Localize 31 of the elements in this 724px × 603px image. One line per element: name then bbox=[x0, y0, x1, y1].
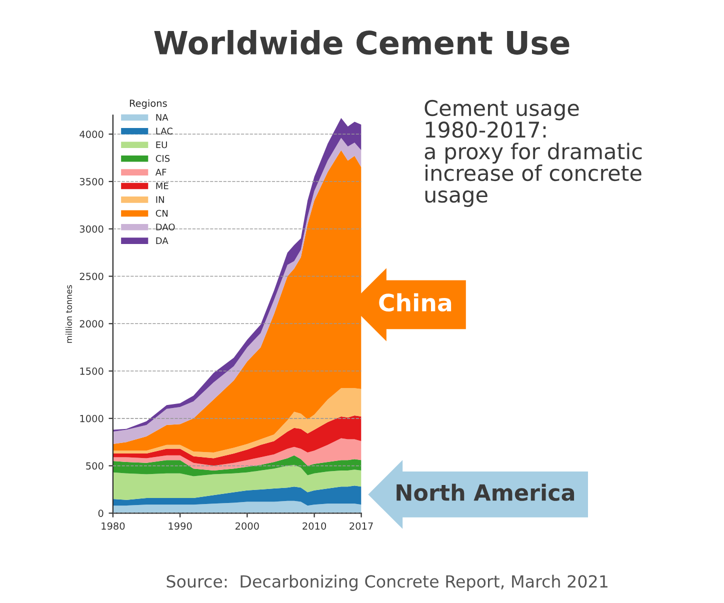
legend-label: DA bbox=[156, 237, 168, 244]
x-tick-label: 2000 bbox=[236, 522, 259, 530]
source-note: Source: Decarbonizing Concrete Report, March 2021 bbox=[166, 574, 608, 591]
y-axis-title: million tonnes bbox=[66, 285, 72, 343]
legend-label: CIS bbox=[156, 155, 170, 162]
text: Cement usage 1980-2017: a proxy for dramatic increase of concrete usage bbox=[424, 100, 642, 207]
x-tick-label: 1980 bbox=[102, 522, 125, 530]
y-tick-label: 3000 bbox=[80, 225, 104, 233]
legend-label: ME bbox=[156, 182, 168, 190]
y-tick-label: 1500 bbox=[80, 367, 104, 375]
x-tick-label: 1990 bbox=[168, 522, 192, 530]
legend-label: CN bbox=[156, 210, 168, 217]
chart-title: Worldwide Cement Use bbox=[154, 30, 570, 55]
y-tick-label: 2000 bbox=[80, 320, 104, 328]
legend-title: Regions bbox=[130, 99, 167, 109]
legend-label: EU bbox=[156, 141, 167, 148]
x-tick-label: 2017 bbox=[350, 522, 373, 530]
legend-label: DAO bbox=[156, 224, 175, 230]
y-tick-label: 1000 bbox=[80, 414, 104, 422]
y-tick-label: 2500 bbox=[80, 272, 104, 280]
annotation: North America bbox=[396, 484, 574, 501]
x-tick-label: 2010 bbox=[302, 522, 326, 530]
annotation: China bbox=[379, 293, 452, 312]
legend-label: AF bbox=[155, 168, 166, 176]
y-tick-label: 3500 bbox=[80, 178, 104, 186]
y-tick-label: 0 bbox=[98, 510, 104, 517]
y-tick-label: 4000 bbox=[80, 130, 104, 138]
legend-label: IN bbox=[156, 196, 164, 203]
legend-label: NA bbox=[156, 114, 168, 121]
y-tick-label: 500 bbox=[86, 462, 104, 470]
legend-label: LAC bbox=[156, 128, 172, 134]
